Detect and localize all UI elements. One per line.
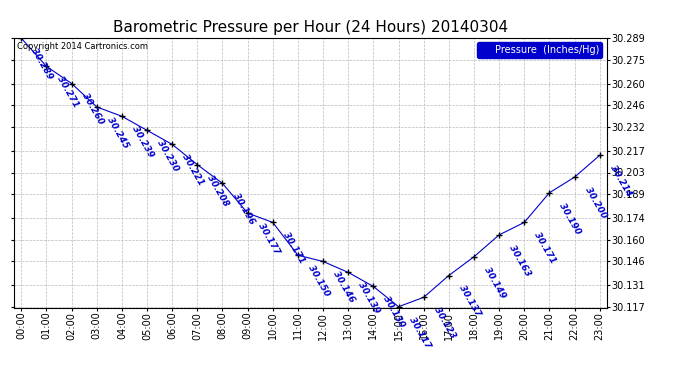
- Text: 30.200: 30.200: [583, 186, 608, 220]
- Text: 30.171: 30.171: [533, 231, 558, 265]
- Text: 30.177: 30.177: [256, 221, 281, 256]
- Text: 30.245: 30.245: [105, 115, 130, 150]
- Text: 30.196: 30.196: [231, 192, 256, 226]
- Text: 30.208: 30.208: [206, 173, 230, 207]
- Text: 30.130: 30.130: [382, 295, 407, 329]
- Text: 30.230: 30.230: [155, 139, 181, 173]
- Text: 30.221: 30.221: [181, 153, 206, 187]
- Text: 30.289: 30.289: [30, 46, 55, 81]
- Text: 30.139: 30.139: [357, 281, 382, 315]
- Text: 30.123: 30.123: [432, 306, 457, 340]
- Text: 30.117: 30.117: [407, 315, 432, 350]
- Text: 30.260: 30.260: [80, 92, 105, 126]
- Text: 30.146: 30.146: [331, 270, 357, 304]
- Text: 30.163: 30.163: [507, 243, 533, 278]
- Text: 30.137: 30.137: [457, 284, 482, 318]
- Text: Copyright 2014 Cartronics.com: Copyright 2014 Cartronics.com: [17, 42, 148, 51]
- Text: 30.271: 30.271: [55, 75, 80, 109]
- Text: 30.214: 30.214: [608, 164, 633, 198]
- Legend: Pressure  (Inches/Hg): Pressure (Inches/Hg): [477, 42, 602, 58]
- Title: Barometric Pressure per Hour (24 Hours) 20140304: Barometric Pressure per Hour (24 Hours) …: [113, 20, 508, 35]
- Text: 30.171: 30.171: [281, 231, 306, 265]
- Text: 30.150: 30.150: [306, 264, 331, 298]
- Text: 30.190: 30.190: [558, 201, 583, 236]
- Text: 30.239: 30.239: [130, 124, 155, 159]
- Text: 30.149: 30.149: [482, 265, 507, 300]
